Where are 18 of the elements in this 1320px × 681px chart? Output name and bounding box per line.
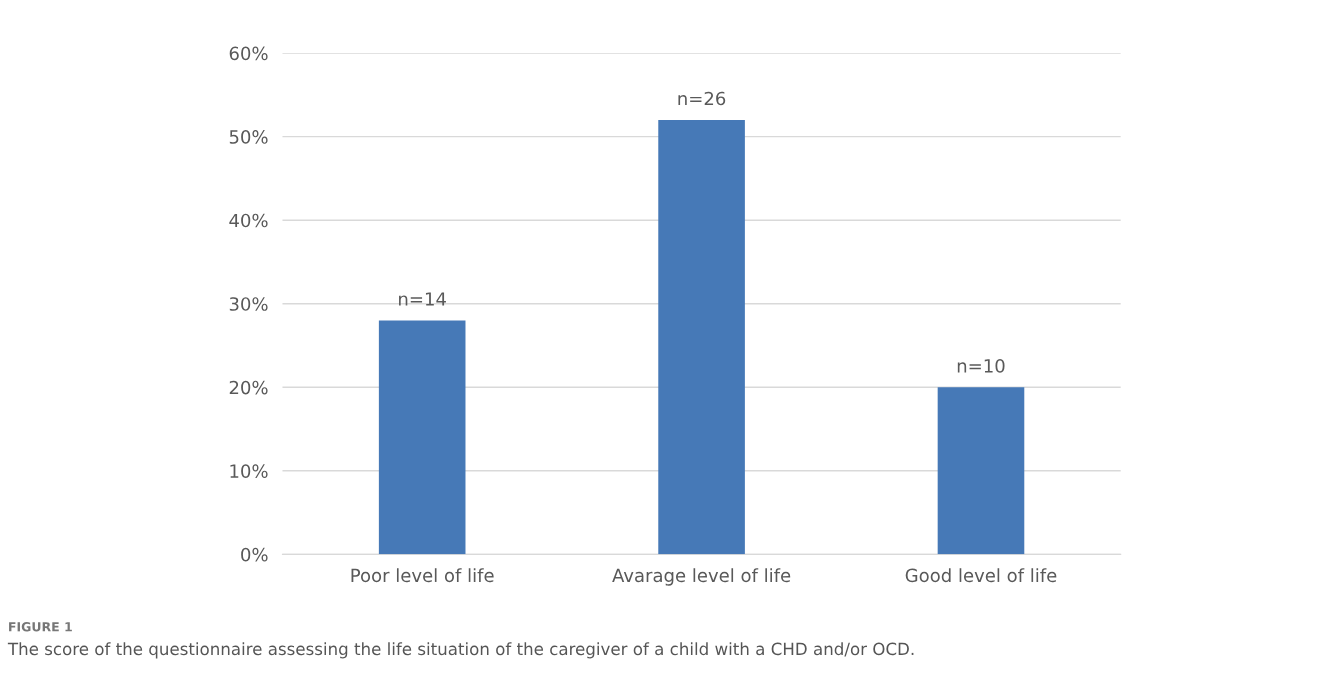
annotation: n=14	[399, 292, 446, 306]
y-tick-label: 50%	[229, 130, 268, 144]
annotation: n=26	[678, 91, 726, 106]
x-tick-label: Good level of life	[905, 568, 1057, 583]
bar	[658, 119, 745, 555]
y-tick-label: 30%	[229, 297, 268, 311]
bar	[378, 320, 466, 555]
x-tick-label: Avarage level of life	[612, 568, 791, 586]
text: The score of the questionnaire assessing the life situation of the caregiver of a child with a CHD and/or OCD.	[7, 642, 914, 659]
x-tick-label: Poor level of life	[351, 568, 494, 583]
caption: FIGURE 1	[9, 622, 72, 632]
annotation: n=10	[957, 359, 1005, 373]
y-tick-label: 10%	[230, 464, 268, 478]
y-tick-label: 40%	[229, 213, 268, 228]
y-tick-label: 0%	[241, 547, 268, 562]
bar	[937, 387, 1025, 555]
y-tick-label: 60%	[229, 46, 268, 61]
y-tick-label: 20%	[229, 380, 268, 395]
